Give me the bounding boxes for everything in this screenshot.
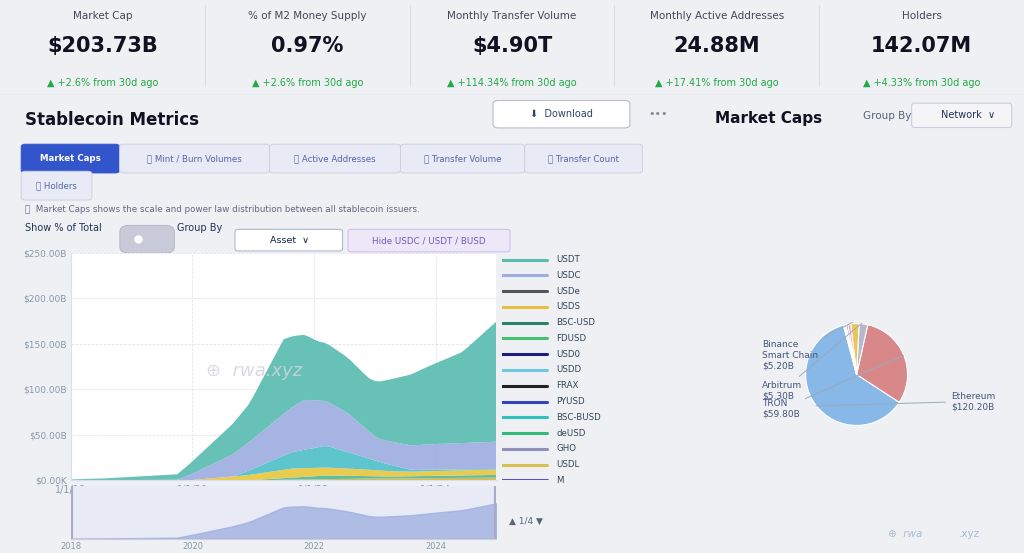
Text: deUSD: deUSD [556,429,586,437]
Text: ▲ +114.34% from 30d ago: ▲ +114.34% from 30d ago [447,78,577,88]
Text: 0.97%: 0.97% [271,36,343,56]
Text: Group By: Group By [177,223,222,233]
Text: 🔒 Mint / Burn Volumes: 🔒 Mint / Burn Volumes [147,154,242,163]
Text: Monthly Transfer Volume: Monthly Transfer Volume [447,12,577,22]
Text: Group By: Group By [863,111,911,121]
Text: USDC: USDC [556,271,581,280]
Text: ⬇  Download: ⬇ Download [530,108,593,118]
Text: BSC-BUSD: BSC-BUSD [556,413,601,422]
Wedge shape [856,325,907,402]
Text: Monthly Active Addresses: Monthly Active Addresses [649,12,784,22]
Text: 🔒 Active Addresses: 🔒 Active Addresses [294,154,376,163]
FancyBboxPatch shape [524,144,642,173]
FancyBboxPatch shape [348,229,510,252]
Text: GHO: GHO [556,445,577,453]
Text: USDe: USDe [556,286,581,296]
Text: Stablecoin Metrics: Stablecoin Metrics [26,111,200,129]
FancyBboxPatch shape [22,171,92,200]
Wedge shape [806,325,899,425]
FancyBboxPatch shape [493,101,630,128]
Wedge shape [848,324,856,374]
Text: Hide USDC / USDT / BUSD: Hide USDC / USDT / BUSD [372,236,485,245]
Text: M: M [556,476,564,485]
FancyBboxPatch shape [269,144,400,173]
Text: BSC-USD: BSC-USD [556,318,595,327]
Text: Holders: Holders [901,12,942,22]
Text: Market Caps: Market Caps [715,111,822,126]
Text: USD0: USD0 [556,349,581,359]
Text: ▲ +2.6% from 30d ago: ▲ +2.6% from 30d ago [252,78,362,88]
Text: Binance
Smart Chain
$5.20B: Binance Smart Chain $5.20B [762,322,852,370]
Text: •••: ••• [649,108,669,118]
Text: 🔒 Transfer Count: 🔒 Transfer Count [548,154,620,163]
Text: .xyz: .xyz [958,529,980,539]
Text: Market Cap: Market Cap [73,12,132,22]
FancyBboxPatch shape [120,144,269,173]
FancyBboxPatch shape [22,144,120,173]
Text: ▲ 1/4 ▼: ▲ 1/4 ▼ [509,517,543,525]
Text: USDD: USDD [556,366,582,374]
Wedge shape [851,324,859,374]
Text: TRON
$59.80B: TRON $59.80B [762,356,903,419]
Text: 🔒 Transfer Volume: 🔒 Transfer Volume [424,154,502,163]
Text: Network  ∨: Network ∨ [941,110,995,120]
FancyBboxPatch shape [120,225,174,253]
Wedge shape [844,325,856,374]
Text: 24.88M: 24.88M [674,36,760,56]
Text: ⊕  rwa: ⊕ rwa [889,529,923,539]
Text: ▲ +17.41% from 30d ago: ▲ +17.41% from 30d ago [655,78,778,88]
Text: Show % of Total: Show % of Total [26,223,102,233]
Text: PYUSD: PYUSD [556,397,585,406]
Text: Asset  ∨: Asset ∨ [269,236,309,244]
Text: Ethereum
$120.20B: Ethereum $120.20B [816,392,995,411]
Text: FDUSD: FDUSD [556,334,587,343]
Text: 🔒 Holders: 🔒 Holders [36,181,77,190]
Text: ⊕  rwa.xyz: ⊕ rwa.xyz [206,362,302,380]
Text: ▲ +2.6% from 30d ago: ▲ +2.6% from 30d ago [47,78,158,88]
Text: USDL: USDL [556,460,580,469]
Text: % of M2 Money Supply: % of M2 Money Supply [248,12,367,22]
Text: 142.07M: 142.07M [871,36,972,56]
Text: USDT: USDT [556,255,580,264]
FancyBboxPatch shape [911,103,1012,128]
Text: $203.73B: $203.73B [47,36,158,56]
Text: ▲ +4.33% from 30d ago: ▲ +4.33% from 30d ago [863,78,980,88]
FancyBboxPatch shape [234,229,343,251]
FancyBboxPatch shape [400,144,524,173]
Wedge shape [846,324,856,374]
Text: USDS: USDS [556,302,581,311]
Wedge shape [845,325,856,374]
Wedge shape [856,324,867,374]
Text: ⓘ  Market Caps shows the scale and power law distribution between all stablecoin: ⓘ Market Caps shows the scale and power … [26,205,420,213]
Text: Market Caps: Market Caps [40,154,100,163]
Text: $4.90T: $4.90T [472,36,552,56]
Text: FRAX: FRAX [556,381,579,390]
Text: Arbitrum
$5.30B: Arbitrum $5.30B [762,324,862,400]
